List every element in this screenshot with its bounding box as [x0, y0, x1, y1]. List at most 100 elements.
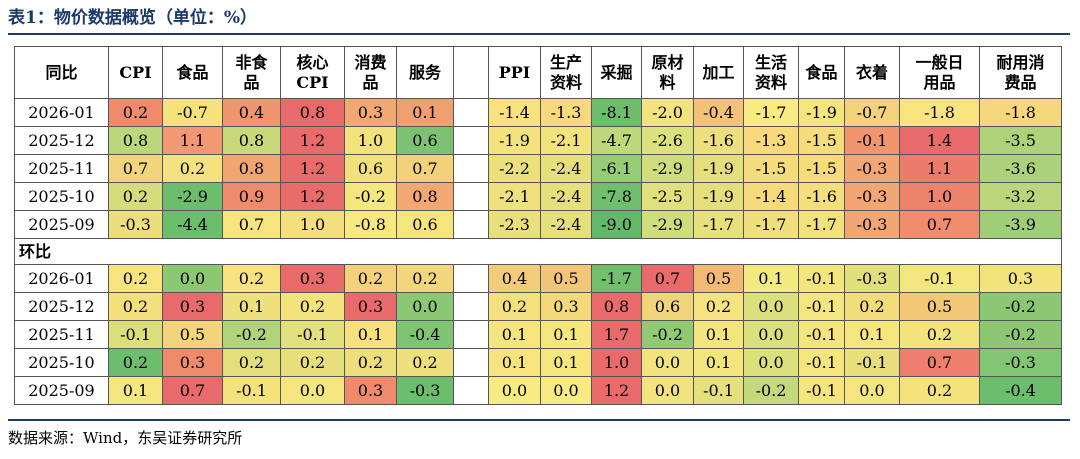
- yoy-left-cell: 0.4: [222, 98, 281, 127]
- mom-left-cell: 0.2: [280, 292, 345, 321]
- header-right-6: 食品: [798, 46, 845, 99]
- header-left-5: 服务: [396, 46, 454, 99]
- mom-right-cell: 0.2: [488, 292, 541, 321]
- mom-left-cell: 0.7: [162, 376, 223, 405]
- mom-date-3: 2025-10: [14, 348, 109, 377]
- yoy-left-cell: 0.3: [344, 98, 397, 127]
- yoy-date-2: 2025-11: [14, 154, 109, 183]
- header-gap: [453, 46, 489, 99]
- table-row: 2025-10 0.2 0.3 0.2 0.2 0.2 0.2 0.1 0.1 1.0 0.0 0.1…: [14, 348, 1062, 377]
- header-yoy: 同比: [14, 46, 109, 99]
- yoy-right-cell: -1.8: [899, 98, 980, 127]
- yoy-left-cell: -0.3: [108, 210, 163, 239]
- mom-right-cell: -0.1: [798, 348, 845, 377]
- mom-date-0: 2026-01: [14, 264, 109, 293]
- yoy-right-cell: -2.0: [641, 98, 694, 127]
- mom-left-cell: -0.4: [396, 320, 454, 349]
- mom-right-cell: 1.7: [591, 320, 642, 349]
- yoy-right-cell: -1.5: [798, 126, 845, 155]
- mom-right-cell: 0.1: [540, 320, 592, 349]
- yoy-right-cell: 0.7: [899, 210, 980, 239]
- yoy-right-cell: -2.4: [540, 210, 592, 239]
- column-gap: [453, 320, 489, 349]
- yoy-right-cell: -6.1: [591, 154, 642, 183]
- yoy-left-cell: 0.7: [222, 210, 281, 239]
- mom-left-cell: 0.1: [344, 320, 397, 349]
- mom-right-cell: 0.1: [488, 348, 541, 377]
- yoy-left-cell: 0.8: [108, 126, 163, 155]
- top-rule: [8, 33, 1070, 35]
- mom-left-cell: 0.0: [396, 292, 454, 321]
- mom-right-cell: 0.1: [743, 264, 799, 293]
- yoy-left-cell: -0.8: [344, 210, 397, 239]
- mom-left-cell: 0.3: [280, 264, 345, 293]
- section-label-mom: 环比: [14, 238, 1062, 265]
- header-left-3: 核心 CPI: [280, 46, 345, 99]
- column-gap: [453, 210, 489, 239]
- table-row: 2025-12 0.8 1.1 0.8 1.2 1.0 0.6 -1.9 -2.1 -4.7 -2.…: [14, 126, 1062, 155]
- yoy-right-cell: -0.3: [844, 182, 900, 211]
- yoy-left-cell: 0.8: [222, 126, 281, 155]
- section-row-mom: 环比: [14, 238, 1062, 265]
- data-source-note: 数据来源：Wind，东吴证券研究所: [8, 429, 243, 447]
- header-right-8: 一般日 用品: [899, 46, 980, 99]
- yoy-right-cell: -2.4: [540, 182, 592, 211]
- mom-right-cell: 0.0: [743, 348, 799, 377]
- yoy-left-cell: -0.2: [344, 182, 397, 211]
- yoy-right-cell: -2.9: [641, 210, 694, 239]
- table-row: 2026-01 0.2 0.0 0.2 0.3 0.2 0.2 0.4 0.5 -1.7 0.7 0.…: [14, 264, 1062, 293]
- mom-right-cell: 0.7: [641, 264, 694, 293]
- yoy-right-cell: -7.8: [591, 182, 642, 211]
- table-row: 2025-12 0.2 0.3 0.1 0.2 0.3 0.0 0.2 0.3 0.8 0.6 0.2…: [14, 292, 1062, 321]
- header-right-2: 采掘: [591, 46, 642, 99]
- header-right-5: 生活 资料: [743, 46, 799, 99]
- table-row: 2025-09 0.1 0.7 -0.1 0.0 0.3 -0.3 0.0 0.0 1.2 0.0-…: [14, 376, 1062, 405]
- yoy-right-cell: -1.3: [540, 98, 592, 127]
- yoy-right-cell: -1.8: [979, 98, 1062, 127]
- yoy-right-cell: -2.5: [641, 182, 694, 211]
- bottom-rule: [8, 419, 1070, 421]
- yoy-left-cell: 0.6: [396, 210, 454, 239]
- yoy-right-cell: -1.5: [743, 154, 799, 183]
- yoy-right-cell: -2.3: [488, 210, 541, 239]
- mom-left-cell: 0.3: [344, 376, 397, 405]
- mom-left-cell: 0.3: [162, 292, 223, 321]
- mom-right-cell: 0.1: [488, 320, 541, 349]
- mom-right-cell: 0.0: [743, 320, 799, 349]
- mom-date-1: 2025-12: [14, 292, 109, 321]
- mom-right-cell: 0.2: [844, 292, 900, 321]
- mom-right-cell: 0.2: [693, 292, 744, 321]
- mom-right-cell: 0.8: [591, 292, 642, 321]
- mom-right-cell: 0.3: [979, 264, 1062, 293]
- mom-right-cell: 1.0: [591, 348, 642, 377]
- header-left-0: CPI: [108, 46, 163, 99]
- yoy-left-cell: 0.8: [396, 182, 454, 211]
- yoy-right-cell: -1.7: [798, 210, 845, 239]
- mom-right-cell: 0.6: [641, 292, 694, 321]
- yoy-left-cell: 1.2: [280, 126, 345, 155]
- yoy-right-cell: -2.9: [641, 154, 694, 183]
- yoy-left-cell: 0.2: [108, 98, 163, 127]
- mom-left-cell: 0.0: [280, 376, 345, 405]
- mom-left-cell: 0.3: [344, 292, 397, 321]
- table-row: 2025-10 0.2 -2.9 0.9 1.2 -0.2 0.8 -2.1 -2.4 -7.8-…: [14, 182, 1062, 211]
- table-row: 2025-11 -0.1 0.5 -0.2 -0.1 0.1 -0.4 0.1 0.1 1.7 -0…: [14, 320, 1062, 349]
- yoy-date-4: 2025-09: [14, 210, 109, 239]
- yoy-right-cell: -3.2: [979, 182, 1062, 211]
- yoy-left-cell: -0.7: [162, 98, 223, 127]
- yoy-right-cell: -0.7: [844, 98, 900, 127]
- header-row: 同比 CPI 食品 非食 品核心 CPI 消费 品服务 PPI 生产 资料 采掘 原材 料加工生…: [14, 46, 1062, 99]
- mom-right-cell: 0.0: [743, 292, 799, 321]
- yoy-right-cell: -2.1: [488, 182, 541, 211]
- yoy-right-cell: -2.6: [641, 126, 694, 155]
- yoy-right-cell: -0.3: [844, 210, 900, 239]
- yoy-right-cell: -3.5: [979, 126, 1062, 155]
- table-row: 2025-09 -0.3 -4.4 0.7 1.0 -0.8 0.6 -2.3 -2.4 -9.0…: [14, 210, 1062, 239]
- mom-right-cell: 0.2: [899, 376, 980, 405]
- mom-right-cell: -0.2: [743, 376, 799, 405]
- column-gap: [453, 264, 489, 293]
- yoy-right-cell: -1.6: [693, 126, 744, 155]
- yoy-left-cell: 0.8: [222, 154, 281, 183]
- mom-date-2: 2025-11: [14, 320, 109, 349]
- yoy-right-cell: 1.0: [899, 182, 980, 211]
